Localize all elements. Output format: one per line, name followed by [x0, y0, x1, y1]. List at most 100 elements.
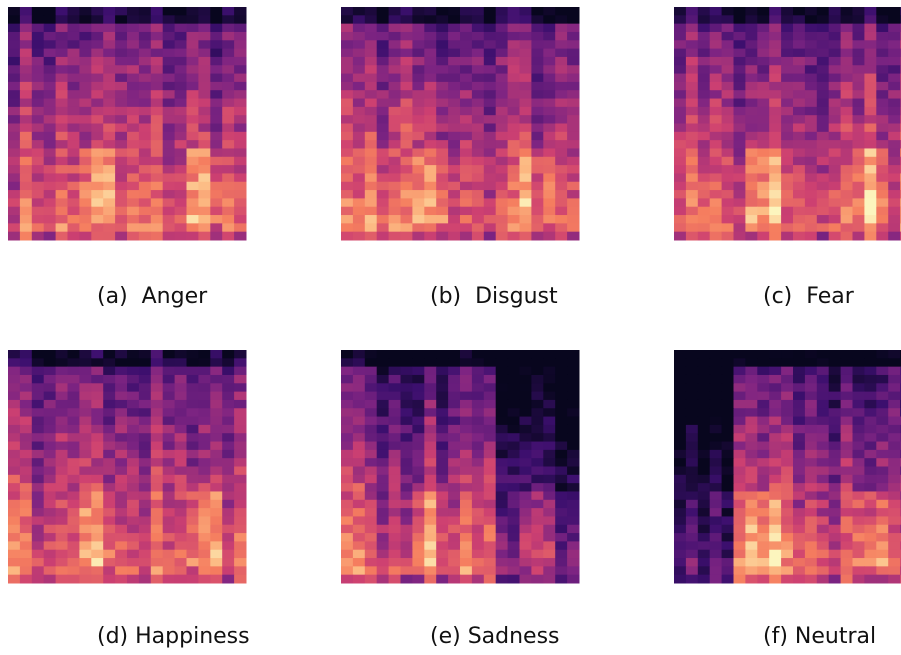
spectrogram-cell: [353, 392, 365, 401]
spectrogram-cell: [151, 483, 163, 492]
spectrogram-cell: [757, 198, 769, 207]
spectrogram-cell: [56, 140, 68, 149]
spectrogram-cell: [222, 442, 234, 451]
spectrogram-cell: [412, 148, 424, 157]
spectrogram-cell: [187, 107, 199, 116]
spectrogram-cell: [508, 541, 520, 550]
spectrogram-cell: [460, 40, 472, 49]
spectrogram-cell: [222, 400, 234, 409]
spectrogram-cell: [841, 467, 853, 476]
spectrogram-cell: [151, 148, 163, 157]
spectrogram-cell: [555, 132, 567, 141]
spectrogram-cell: [151, 7, 163, 16]
spectrogram-cell: [210, 516, 222, 525]
spectrogram: [8, 7, 247, 241]
spectrogram-cell: [531, 525, 543, 534]
spectrogram-cell: [44, 467, 56, 476]
spectrogram-cell: [674, 115, 686, 124]
spectrogram-cell: [401, 40, 413, 49]
spectrogram-cell: [20, 550, 32, 559]
spectrogram-cell: [175, 157, 187, 166]
spectrogram-cell: [187, 215, 199, 224]
spectrogram-cell: [841, 392, 853, 401]
spectrogram-cell: [175, 148, 187, 157]
spectrogram-cell: [353, 32, 365, 41]
spectrogram-cell: [864, 124, 876, 133]
spectrogram-cell: [531, 442, 543, 451]
spectrogram-cell: [448, 433, 460, 442]
spectrogram-cell: [365, 392, 377, 401]
spectrogram-cell: [674, 475, 686, 484]
spectrogram-cell: [210, 49, 222, 58]
spectrogram-cell: [769, 124, 781, 133]
spectrogram-cell: [817, 358, 829, 367]
spectrogram-cell: [91, 49, 103, 58]
spectrogram-cell: [210, 223, 222, 232]
spectrogram-cell: [401, 90, 413, 99]
spectrogram-cell: [520, 140, 532, 149]
spectrogram-cell: [56, 148, 68, 157]
spectrogram-cell: [888, 124, 900, 133]
spectrogram-cell: [817, 508, 829, 517]
spectrogram-cell: [222, 483, 234, 492]
spectrogram-cell: [91, 140, 103, 149]
spectrogram-cell: [389, 450, 401, 459]
spectrogram-cell: [389, 223, 401, 232]
spectrogram-cell: [341, 383, 353, 392]
spectrogram-cell: [424, 375, 436, 384]
spectrogram-cell: [163, 525, 175, 534]
spectrogram-cell: [377, 40, 389, 49]
spectrogram-cell: [508, 232, 520, 241]
spectrogram-cell: [436, 7, 448, 16]
caption: (b) Disgust: [430, 284, 558, 309]
spectrogram-cell: [686, 375, 698, 384]
spectrogram-cell: [127, 575, 139, 584]
spectrogram-cell: [341, 533, 353, 542]
spectrogram-cell: [187, 132, 199, 141]
spectrogram-cell: [151, 223, 163, 232]
spectrogram-cell: [127, 516, 139, 525]
spectrogram-cell: [198, 558, 210, 567]
spectrogram-cell: [44, 207, 56, 216]
spectrogram-cell: [793, 541, 805, 550]
spectrogram-cell: [44, 358, 56, 367]
spectrogram-cell: [175, 223, 187, 232]
spectrogram-cell: [401, 24, 413, 33]
spectrogram-cell: [8, 491, 20, 500]
spectrogram-cell: [781, 190, 793, 199]
spectrogram-cell: [365, 417, 377, 426]
spectrogram-cell: [187, 533, 199, 542]
spectrogram-cell: [757, 207, 769, 216]
spectrogram-cell: [508, 575, 520, 584]
spectrogram-cell: [175, 433, 187, 442]
spectrogram-cell: [163, 7, 175, 16]
spectrogram-cell: [686, 124, 698, 133]
spectrogram-cell: [734, 232, 746, 241]
spectrogram-cell: [20, 115, 32, 124]
spectrogram-cell: [175, 575, 187, 584]
spectrogram-cell: [436, 157, 448, 166]
spectrogram-cell: [876, 140, 888, 149]
spectrogram-cell: [567, 57, 579, 66]
spectrogram-cell: [734, 223, 746, 232]
spectrogram-cell: [757, 491, 769, 500]
spectrogram-cell: [745, 575, 757, 584]
spectrogram-cell: [198, 148, 210, 157]
spectrogram-cell: [20, 57, 32, 66]
spectrogram-cell: [341, 433, 353, 442]
spectrogram-cell: [377, 358, 389, 367]
spectrogram-cell: [460, 450, 472, 459]
spectrogram-cell: [163, 223, 175, 232]
spectrogram-cell: [91, 115, 103, 124]
spectrogram-cell: [484, 500, 496, 509]
spectrogram-cell: [412, 392, 424, 401]
spectrogram-cell: [722, 450, 734, 459]
spectrogram-cell: [56, 433, 68, 442]
spectrogram-cell: [401, 541, 413, 550]
spectrogram-cell: [353, 24, 365, 33]
spectrogram-cell: [175, 140, 187, 149]
spectrogram-cell: [817, 198, 829, 207]
spectrogram-cell: [8, 442, 20, 451]
spectrogram-cell: [44, 392, 56, 401]
spectrogram-cell: [686, 24, 698, 33]
